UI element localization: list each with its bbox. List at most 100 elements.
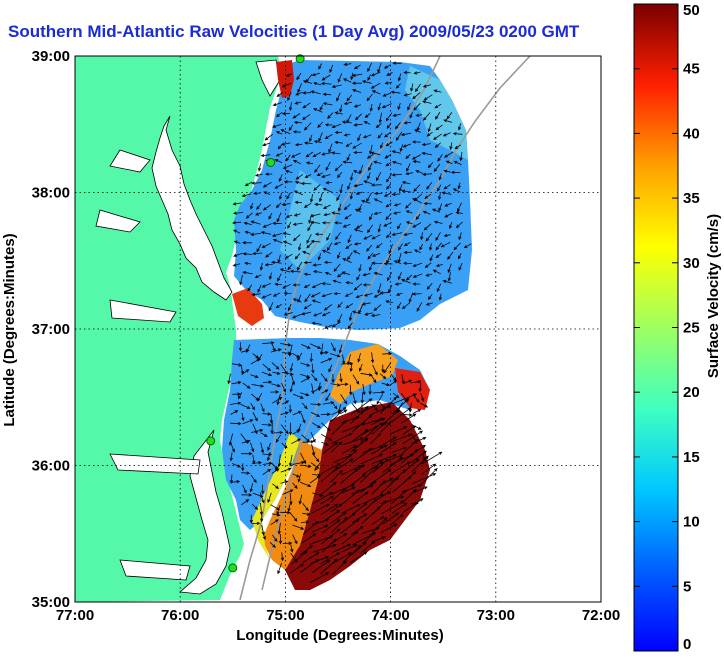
velocity-arrow (272, 396, 283, 404)
velocity-arrow (341, 271, 351, 276)
velocity-arrow (351, 398, 373, 415)
velocity-arrow (423, 201, 432, 206)
velocity-arrow (444, 212, 453, 218)
velocity-arrow (443, 169, 451, 173)
velocity-arrow (410, 380, 422, 384)
velocity-arrow (318, 63, 323, 70)
velocity-arrow (251, 384, 265, 388)
velocity-arrow (377, 62, 382, 74)
velocity-arrow (413, 184, 421, 192)
velocity-arrow (331, 409, 343, 416)
velocity-arrow (261, 484, 265, 495)
velocity-arrow (392, 446, 408, 453)
velocity-arrow (418, 382, 422, 393)
velocity-arrow (384, 154, 392, 159)
velocity-arrow (323, 304, 333, 311)
velocity-arrow (310, 292, 321, 298)
velocity-arrow (277, 273, 282, 282)
velocity-arrow (377, 132, 383, 139)
velocity-arrow (314, 462, 321, 472)
velocity-arrow (317, 253, 322, 261)
velocity-arrow (383, 64, 391, 69)
velocity-arrow (410, 450, 427, 464)
velocity-arrow (367, 172, 371, 180)
velocity-arrow (281, 111, 291, 116)
velocity-arrow (292, 393, 304, 399)
velocity-arrow (360, 424, 379, 444)
velocity-arrow (426, 131, 433, 137)
velocity-arrow (262, 181, 272, 188)
velocity-arrow (395, 292, 403, 296)
x-tick-labels: 77:00 76:00 75:00 74:00 73:00 72:00 (56, 607, 620, 624)
velocity-arrow (442, 132, 451, 137)
velocity-arrow (316, 172, 323, 177)
velocity-arrow (333, 221, 342, 225)
velocity-arrow (350, 72, 354, 81)
velocity-arrow (326, 242, 333, 252)
velocity-arrow (303, 272, 311, 276)
velocity-arrow (421, 463, 437, 475)
velocity-arrow (344, 292, 354, 297)
velocity-arrow (321, 509, 341, 523)
velocity-arrow (453, 160, 462, 166)
velocity-arrow (391, 397, 410, 415)
velocity-arrow (310, 194, 314, 203)
velocity-arrow (322, 102, 333, 106)
velocity-arrow (406, 163, 411, 172)
velocity-arrow (395, 131, 403, 142)
velocity-arrow (272, 371, 281, 375)
velocity-arrow (242, 241, 252, 245)
velocity-arrow (262, 531, 266, 541)
velocity-arrow (391, 489, 407, 505)
velocity-arrow (300, 377, 311, 383)
velocity-arrow (302, 250, 311, 255)
velocity-arrow (366, 93, 373, 102)
velocity-arrow (310, 432, 316, 443)
velocity-arrow (377, 283, 382, 294)
velocity-arrow (342, 512, 356, 524)
velocity-arrow (302, 102, 311, 109)
velocity-arrow (323, 212, 331, 217)
velocity-arrow (424, 193, 432, 199)
velocity-arrow (447, 263, 452, 274)
velocity-arrow (282, 541, 293, 545)
velocity-arrow (412, 273, 423, 278)
velocity-arrow (329, 64, 334, 73)
velocity-arrow (434, 142, 441, 148)
velocity-arrow (452, 132, 463, 136)
velocity-arrow (292, 482, 298, 489)
velocity-arrow (411, 437, 427, 445)
velocity-arrow (283, 312, 293, 316)
velocity-arrow (311, 373, 318, 382)
velocity-arrow (311, 503, 330, 514)
velocity-arrow (350, 172, 354, 182)
velocity-arrow (363, 121, 371, 125)
velocity-arrow (403, 93, 412, 97)
velocity-arrow (380, 523, 398, 534)
velocity-arrow (287, 221, 292, 229)
velocity-arrow (270, 504, 281, 511)
velocity-arrow (362, 461, 384, 476)
velocity-arrow (292, 298, 302, 303)
velocity-arrow (305, 151, 314, 158)
velocity-arrow (410, 83, 414, 92)
x-axis-label: Longitude (Degrees:Minutes) (236, 627, 444, 644)
velocity-arrow (309, 475, 321, 484)
velocity-arrow (262, 223, 272, 228)
velocity-arrow (244, 230, 252, 235)
velocity-arrow (405, 221, 413, 225)
velocity-arrow (381, 103, 392, 109)
velocity-arrow (392, 393, 418, 405)
velocity-arrow (433, 163, 441, 173)
velocity-arrow (353, 170, 361, 174)
velocity-arrow (394, 282, 402, 286)
velocity-arrow (352, 250, 361, 255)
velocity-arrow (341, 544, 358, 553)
velocity-arrow (400, 132, 412, 137)
velocity-arrow (444, 202, 452, 207)
velocity-arrow (351, 73, 363, 77)
velocity-arrow (251, 292, 261, 297)
velocity-arrow (287, 91, 292, 102)
velocity-arrow (380, 441, 397, 453)
